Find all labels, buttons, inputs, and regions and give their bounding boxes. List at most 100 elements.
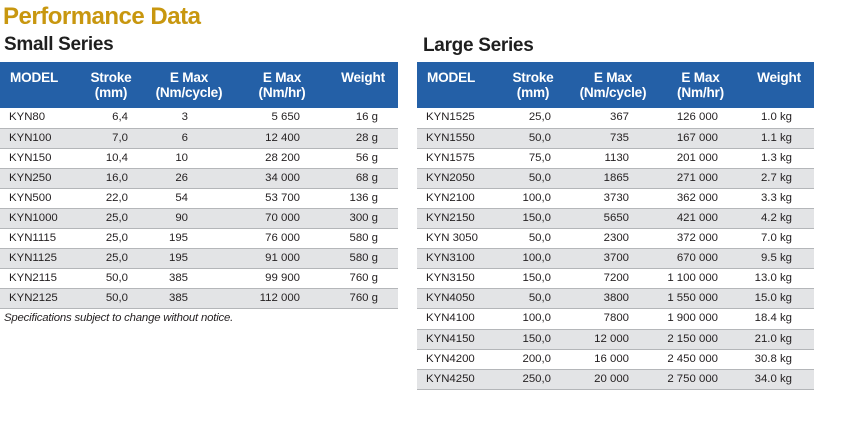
cell-stroke: 25,0: [497, 108, 569, 129]
table-row: KYN1575 75,0 1130 201 000 1.3 kg: [417, 148, 814, 169]
header-emax-hr: E Max (Nm/hr): [236, 62, 328, 108]
header-stroke: Stroke (mm): [80, 62, 142, 108]
header-emax-hr-label: E Max: [681, 70, 720, 85]
cell-emax-cycle: 3800: [569, 288, 657, 310]
cell-stroke: 22,0: [80, 188, 142, 209]
cell-model: KYN80: [0, 108, 80, 129]
cell-model: KYN2050: [417, 168, 497, 189]
cell-stroke: 50,0: [80, 268, 142, 290]
cell-model: KYN2115: [0, 268, 80, 290]
cell-model: KYN4150: [417, 329, 497, 350]
cell-emax-cycle: 3700: [569, 248, 657, 270]
header-emax-cycle: E Max (Nm/cycle): [142, 62, 236, 108]
cell-emax-hr: 1 900 000: [657, 308, 744, 330]
cell-stroke: 100,0: [497, 188, 569, 209]
cell-stroke: 25,0: [80, 248, 142, 270]
cell-stroke: 25,0: [80, 228, 142, 250]
cell-emax-hr: 112 000: [236, 288, 328, 310]
cell-stroke: 100,0: [497, 248, 569, 270]
footnote: Specifications subject to change without…: [4, 312, 234, 324]
cell-emax-hr: 12 400: [236, 128, 328, 149]
cell-emax-cycle: 7200: [569, 268, 657, 290]
table-row: KYN2100 100,0 3730 362 000 3.3 kg: [417, 188, 814, 209]
cell-weight: 1.3 kg: [744, 148, 814, 169]
header-emax-cycle: E Max (Nm/cycle): [569, 62, 657, 108]
cell-emax-hr: 167 000: [657, 128, 744, 149]
cell-emax-cycle: 90: [142, 208, 236, 230]
cell-emax-hr: 2 150 000: [657, 329, 744, 350]
cell-emax-hr: 70 000: [236, 208, 328, 230]
large-series-table: MODEL Stroke (mm) E Max (Nm/cycle) E Max (N…: [417, 62, 814, 390]
header-stroke-unit: (mm): [516, 85, 550, 100]
table-row: KYN500 22,0 54 53 700 136 g: [0, 188, 398, 209]
page-title: Performance Data: [3, 3, 201, 30]
cell-emax-cycle: 3730: [569, 188, 657, 209]
cell-emax-cycle: 7800: [569, 308, 657, 330]
cell-emax-cycle: 26: [142, 168, 236, 189]
cell-emax-cycle: 735: [569, 128, 657, 149]
cell-emax-hr: 99 900: [236, 268, 328, 290]
cell-stroke: 150,0: [497, 208, 569, 230]
header-stroke-label: Stroke: [90, 70, 132, 85]
header-emax-hr-label: E Max: [262, 70, 302, 85]
table-row: KYN80 6,4 3 5 650 16 g: [0, 108, 398, 129]
cell-emax-hr: 372 000: [657, 228, 744, 250]
cell-emax-hr: 201 000: [657, 148, 744, 169]
cell-weight: 580 g: [328, 248, 398, 270]
cell-stroke: 50,0: [80, 288, 142, 310]
cell-emax-hr: 34 000: [236, 168, 328, 189]
table-header-row: MODEL Stroke (mm) E Max (Nm/cycle) E Max (N…: [0, 62, 398, 108]
cell-weight: 136 g: [328, 188, 398, 209]
cell-model: KYN100: [0, 128, 80, 149]
cell-weight: 2.7 kg: [744, 168, 814, 189]
cell-weight: 760 g: [328, 288, 398, 310]
cell-model: KYN4200: [417, 349, 497, 370]
cell-model: KYN1575: [417, 148, 497, 169]
cell-emax-cycle: 12 000: [569, 329, 657, 350]
cell-model: KYN500: [0, 188, 80, 209]
header-emax-cycle-label: E Max: [169, 70, 209, 85]
header-stroke: Stroke (mm): [497, 62, 569, 108]
cell-emax-hr: 2 750 000: [657, 369, 744, 390]
cell-emax-hr: 126 000: [657, 108, 744, 129]
cell-model: KYN1125: [0, 248, 80, 270]
cell-emax-hr: 362 000: [657, 188, 744, 209]
cell-emax-cycle: 1130: [569, 148, 657, 169]
table-row: KYN4200 200,0 16 000 2 450 000 30.8 kg: [417, 349, 814, 370]
cell-weight: 30.8 kg: [744, 349, 814, 370]
cell-stroke: 200,0: [497, 349, 569, 370]
table-row: KYN4250 250,0 20 000 2 750 000 34.0 kg: [417, 369, 814, 390]
table-row: KYN1115 25,0 195 76 000 580 g: [0, 228, 398, 250]
cell-emax-cycle: 1865: [569, 168, 657, 189]
cell-stroke: 50,0: [497, 288, 569, 310]
cell-weight: 1.1 kg: [744, 128, 814, 149]
cell-weight: 21.0 kg: [744, 329, 814, 350]
cell-model: KYN3150: [417, 268, 497, 290]
cell-weight: 4.2 kg: [744, 208, 814, 230]
cell-model: KYN4100: [417, 308, 497, 330]
cell-emax-hr: 1 100 000: [657, 268, 744, 290]
cell-model: KYN150: [0, 148, 80, 169]
cell-model: KYN4250: [417, 369, 497, 390]
cell-emax-hr: 53 700: [236, 188, 328, 209]
cell-weight: 34.0 kg: [744, 369, 814, 390]
large-series-title: Large Series: [423, 35, 534, 56]
header-model-label: MODEL: [427, 70, 476, 85]
cell-stroke: 7,0: [80, 128, 142, 149]
header-emax-hr-unit: (Nm/hr): [677, 85, 724, 100]
cell-weight: 68 g: [328, 168, 398, 189]
table-row: KYN100 7,0 6 12 400 28 g: [0, 128, 398, 149]
header-stroke-label: Stroke: [512, 70, 554, 85]
header-emax-cycle-unit: (Nm/cycle): [579, 85, 647, 100]
cell-emax-cycle: 385: [142, 268, 236, 290]
cell-stroke: 25,0: [80, 208, 142, 230]
header-stroke-unit: (mm): [94, 85, 128, 100]
table-row: KYN2125 50,0 385 112 000 760 g: [0, 288, 398, 310]
table-header-row: MODEL Stroke (mm) E Max (Nm/cycle) E Max (N…: [417, 62, 814, 108]
cell-emax-hr: 28 200: [236, 148, 328, 169]
cell-emax-cycle: 20 000: [569, 369, 657, 390]
header-model: MODEL: [0, 62, 80, 108]
cell-emax-cycle: 3: [142, 108, 236, 129]
cell-weight: 28 g: [328, 128, 398, 149]
cell-stroke: 10,4: [80, 148, 142, 169]
